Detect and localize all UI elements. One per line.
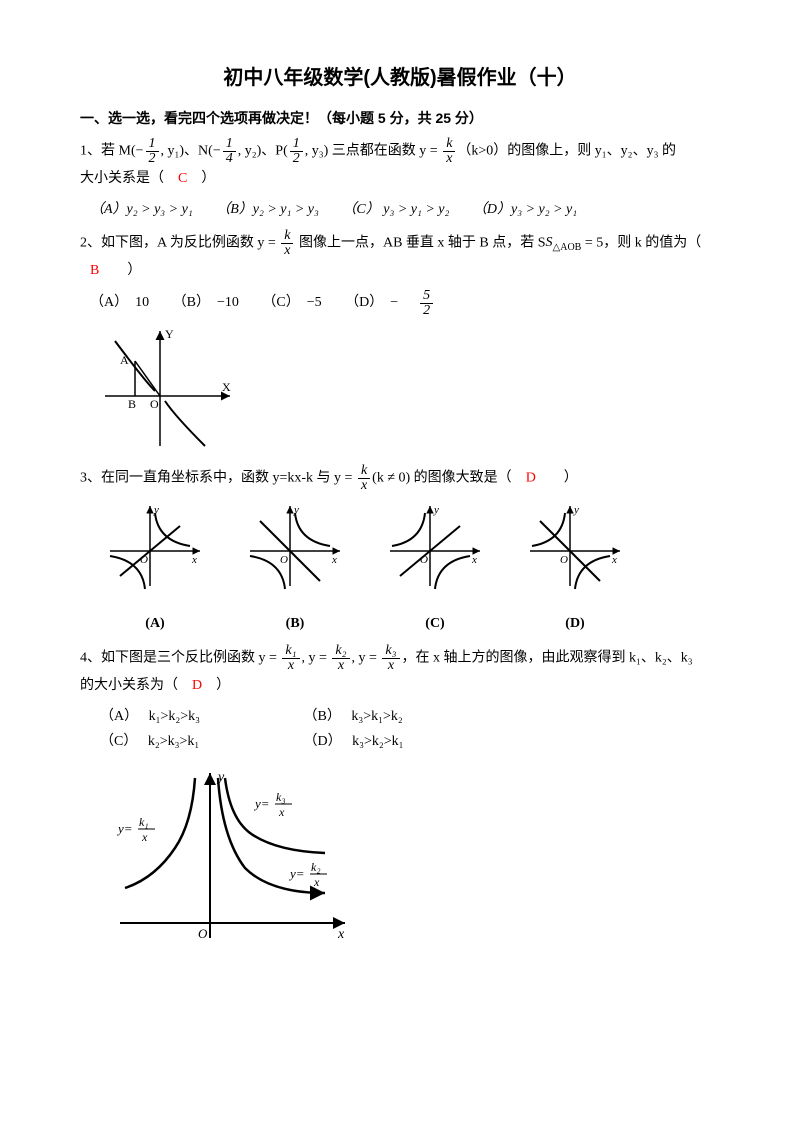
q2-answer: B: [90, 263, 99, 278]
q3-graph-a: y x O (A): [100, 501, 210, 636]
svg-text:x: x: [337, 927, 345, 942]
page-title: 初中八年级数学(人教版)暑假作业（十）: [80, 60, 720, 96]
svg-text:x: x: [611, 554, 617, 566]
q1-option-b: （B）y₂ > y₁ > y₃: [216, 202, 319, 217]
q2-options: （A） 10 （B） −10 （C） −5 （D） −52: [90, 289, 720, 318]
q2-option-d: （D） −52: [345, 295, 473, 310]
q2-graph: Y X A B O: [100, 326, 720, 456]
q1-answer: C: [178, 171, 187, 186]
section-header: 一、选一选，看完四个选项再做决定！（每小题 5 分，共 25 分）: [80, 106, 720, 131]
q3-graph-b: y x O (B): [240, 501, 350, 636]
q2-option-b: （B） −10: [173, 295, 239, 310]
q4-option-b: （B） k₃>k₁>k₂: [304, 704, 504, 729]
q4-option-c: （C） k₂>k₃>k₁: [100, 729, 300, 754]
q2-option-a: （A） 10: [90, 295, 149, 310]
q1-text: 1、若 M(−: [80, 144, 144, 159]
svg-text:k₁: k₁: [139, 815, 149, 829]
svg-text:X: X: [222, 380, 231, 394]
svg-text:x: x: [141, 830, 148, 844]
q4-answer: D: [192, 678, 202, 693]
question-1: 1、若 M(−12, y₁)、N(−14, y₂)、P(12, y₃) 三点都在…: [80, 137, 720, 191]
svg-text:y: y: [573, 504, 579, 516]
q3-graph-d: y x O (D): [520, 501, 630, 636]
svg-text:x: x: [278, 805, 285, 819]
svg-text:y=: y=: [253, 796, 270, 811]
q3-answer: D: [526, 470, 536, 485]
svg-text:O: O: [150, 397, 159, 411]
svg-text:x: x: [191, 554, 197, 566]
svg-text:k₃: k₃: [276, 790, 286, 804]
q1-options: （A）y₂ > y₃ > y₁ （B）y₂ > y₁ > y₃ （C） y₃ >…: [90, 197, 720, 222]
svg-text:y=: y=: [288, 866, 305, 881]
svg-text:y=: y=: [116, 821, 133, 836]
svg-text:y: y: [433, 504, 439, 516]
svg-text:A: A: [120, 353, 129, 367]
question-2: 2、如下图，A 为反比例函数 y = kx 图像上一点，AB 垂直 x 轴于 B…: [80, 229, 720, 283]
q4-graph: y x O y= k₁ x y= k₃ x y= k₂ x: [100, 763, 720, 963]
q4-option-a: （A） k₁>k₂>k₃: [100, 704, 300, 729]
q1-option-a: （A）y₂ > y₃ > y₁: [90, 202, 193, 217]
svg-text:O: O: [198, 926, 208, 941]
svg-text:O: O: [560, 554, 568, 566]
svg-text:O: O: [280, 554, 288, 566]
svg-text:k₂: k₂: [311, 860, 321, 874]
svg-text:x: x: [331, 554, 337, 566]
svg-text:B: B: [128, 397, 136, 411]
question-3: 3、在同一直角坐标系中，函数 y=kx-k 与 y = kx(k ≠ 0) 的图…: [80, 464, 720, 493]
svg-text:x: x: [313, 875, 320, 889]
q4-options: （A） k₁>k₂>k₃ （B） k₃>k₁>k₂ （C） k₂>k₃>k₁ （…: [100, 704, 720, 754]
q4-option-d: （D） k₃>k₂>k₁: [304, 729, 504, 754]
q2-option-c: （C） −5: [262, 295, 321, 310]
q3-graph-c: y x O (C): [380, 501, 490, 636]
q1-option-d: （D）y₃ > y₂ > y₁: [473, 202, 577, 217]
svg-text:x: x: [471, 554, 477, 566]
svg-text:Y: Y: [165, 327, 174, 341]
q1-option-c: （C） y₃ > y₁ > y₂: [342, 202, 449, 217]
question-4: 4、如下图是三个反比例函数 y = k₁x, y = k₂x, y = k₃x，…: [80, 644, 720, 698]
q3-graphs: y x O (A) y x O (B) y x O: [100, 501, 720, 636]
